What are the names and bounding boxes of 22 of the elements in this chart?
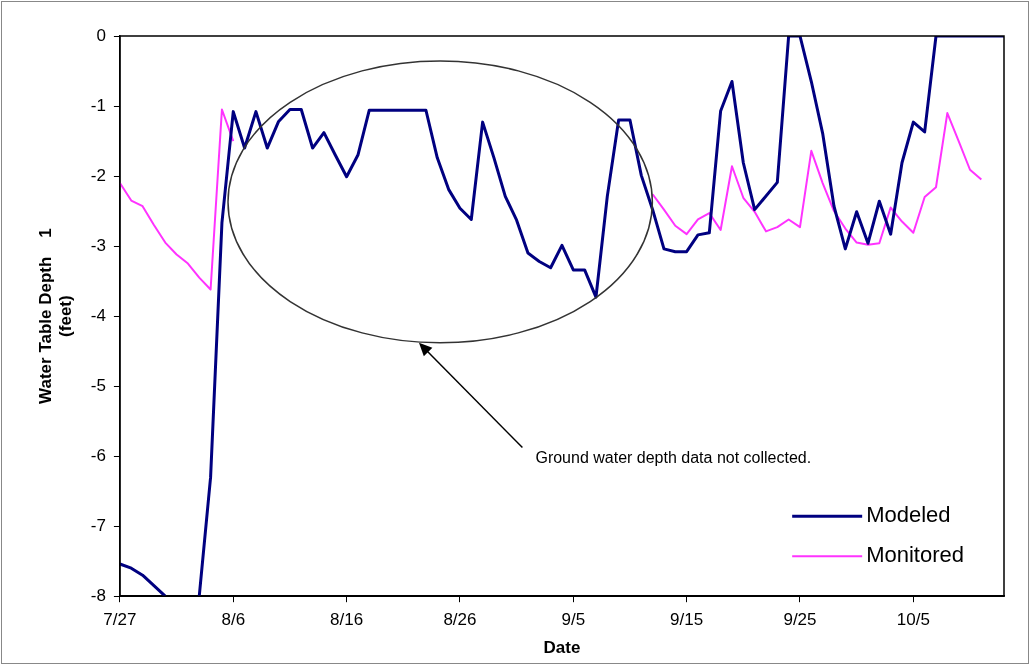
y-tick-label: -3 [90,235,106,255]
legend-label: Modeled [866,502,951,528]
x-tick-label: 9/15 [670,610,704,630]
x-tick-label: 7/27 [103,610,137,630]
y-tick-label: -2 [90,165,106,185]
y-tick-label: -4 [90,305,106,325]
y-tick-label: 0 [96,25,106,45]
legend-label: Monitored [866,542,965,568]
x-tick-label: 8/26 [443,610,477,630]
y-tick-label: -7 [90,515,106,535]
y-axis-title: Water Table Depth 1 (feet) [35,228,76,404]
y-tick-label: -5 [90,375,106,395]
y-tick-label: -1 [90,95,106,115]
x-axis-title: Date [543,638,581,658]
y-tick-label: -8 [90,585,106,605]
x-tick-label: 8/6 [221,610,246,630]
x-tick-label: 9/5 [561,610,586,630]
annotation: Ground water depth data not collected. [535,449,812,467]
x-tick-label: 9/25 [783,610,817,630]
y-tick-label: -6 [90,445,106,465]
x-tick-label: 8/16 [330,610,364,630]
x-tick-label: 10/5 [896,610,930,630]
